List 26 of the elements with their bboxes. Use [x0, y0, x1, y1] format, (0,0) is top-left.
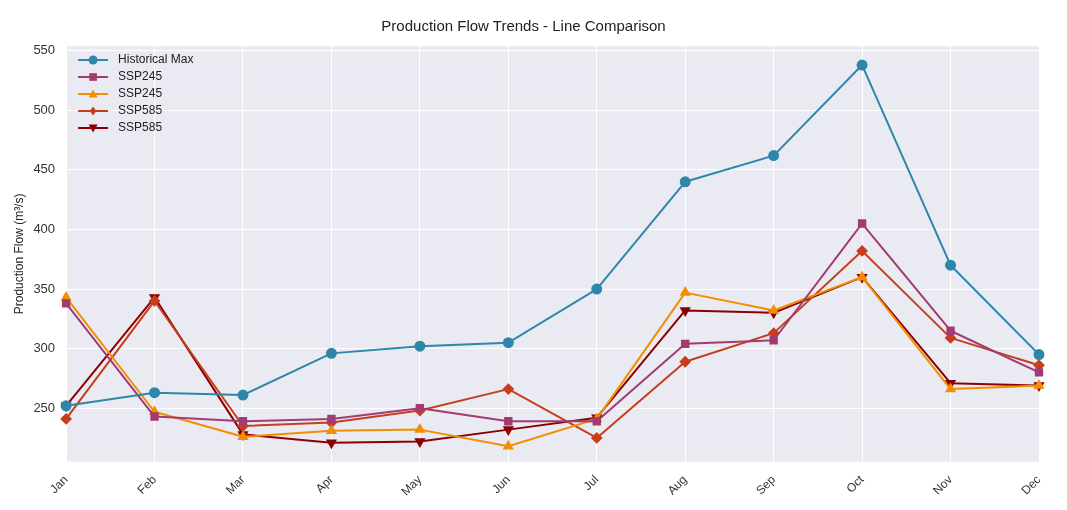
x-tick-label: Jan [46, 472, 71, 497]
y-tick-label: 400 [33, 221, 56, 237]
legend-label: SSP245 [118, 86, 163, 101]
y-tick-label: 350 [33, 280, 56, 296]
y-tick-label: 550 [33, 42, 56, 58]
x-tick-label: May [398, 472, 425, 499]
chart-title: Production Flow Trends - Line Comparison [381, 17, 666, 35]
x-tick-label: Sep [753, 472, 779, 498]
x-tick-label: Dec [1018, 472, 1044, 498]
x-tick-label: Aug [664, 472, 690, 498]
legend-label: Historical Max [118, 52, 194, 67]
x-tick-label: Feb [134, 472, 160, 497]
x-tick-label: Nov [930, 472, 956, 498]
x-tick-label: Jul [580, 472, 602, 494]
legend-label: SSP585 [118, 120, 163, 135]
legend-label: SSP585 [118, 103, 163, 118]
x-tick-label: Apr [312, 472, 336, 496]
x-tick-label: Oct [843, 471, 868, 496]
y-tick-label: 250 [33, 399, 56, 415]
y-tick-label: 500 [33, 101, 56, 117]
x-tick-label: Mar [222, 472, 248, 497]
legend-label: SSP245 [118, 69, 163, 84]
y-axis-title: Production Flow (m³/s) [11, 193, 26, 315]
y-tick-label: 450 [33, 161, 56, 177]
y-tick-label: 300 [33, 340, 56, 356]
x-tick-label: Jun [489, 472, 513, 497]
